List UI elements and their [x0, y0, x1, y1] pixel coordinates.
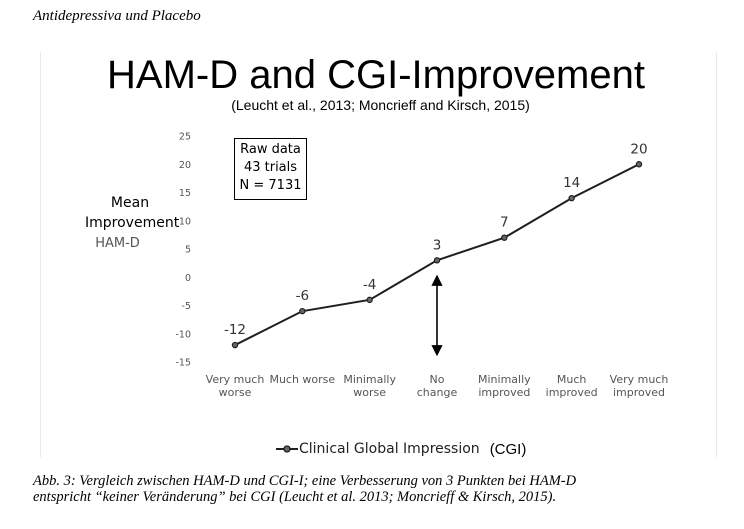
- caption-line: Abb. 3: Vergleich zwischen HAM-D und CGI…: [33, 473, 577, 489]
- annotation-line: 43 trials: [243, 160, 298, 175]
- data-label: 20: [630, 141, 647, 157]
- y-tick-label: 15: [179, 188, 191, 199]
- data-point: [635, 161, 643, 168]
- x-tick-label: Much worse: [269, 373, 335, 386]
- legend-series-name: Clinical Global Impression: [299, 441, 480, 457]
- x-tick-label: No change: [417, 373, 458, 399]
- data-label: -12: [224, 322, 246, 338]
- slide-left-edge: [40, 52, 41, 457]
- y-tick-label: 25: [179, 132, 191, 143]
- data-label: 14: [563, 175, 580, 191]
- running-head: Antidepressiva und Placebo: [33, 8, 201, 24]
- y-tick-label: 20: [179, 160, 191, 171]
- data-point: [366, 296, 373, 304]
- data-label: -6: [296, 288, 309, 304]
- data-point: [299, 307, 306, 315]
- data-label: -4: [363, 277, 376, 293]
- y-tick-label: 10: [179, 216, 191, 227]
- data-point: [568, 194, 575, 202]
- y-tick-label: -5: [182, 301, 191, 312]
- data-label: 7: [500, 215, 509, 231]
- y-axis-label: Mean Improvement: [85, 195, 180, 231]
- y-axis-sublabel: HAM-D: [95, 236, 140, 251]
- data-point: [433, 257, 441, 264]
- data-label: 3: [433, 237, 442, 253]
- legend-suffix: (CGI): [489, 440, 527, 458]
- annotation-line: Raw data: [240, 142, 301, 157]
- x-tick-label: Much improved: [546, 373, 598, 399]
- raw-data-annotation: Raw data 43 trials N = 7131: [234, 138, 307, 200]
- annotation-line: N = 7131: [239, 178, 302, 193]
- caption-line: entspricht “keiner Veränderung” bei CGI …: [33, 489, 557, 505]
- x-tick-label: Minimally improved: [478, 373, 531, 399]
- y-tick-label: -10: [175, 329, 191, 340]
- y-tick-label: 5: [185, 245, 191, 256]
- y-tick-label: 0: [185, 273, 191, 284]
- chart-title: HAM-D and CGI-Improvement: [107, 53, 645, 97]
- data-point: [501, 234, 508, 241]
- legend-marker-icon: [276, 445, 298, 453]
- chart-subtitle: (Leucht et al., 2013; Moncrieff and Kirs…: [231, 97, 530, 113]
- data-point: [231, 341, 239, 349]
- slide-right-edge: [716, 52, 717, 457]
- x-tick-label: Minimally worse: [343, 373, 396, 399]
- x-tick-label: Very much improved: [610, 373, 669, 399]
- x-tick-label: Very much worse: [206, 373, 265, 399]
- figure-caption: Abb. 3: Vergleich zwischen HAM-D und CGI…: [33, 473, 733, 505]
- legend: Clinical Global Impression (CGI): [275, 439, 526, 459]
- y-tick-label: -15: [175, 358, 191, 369]
